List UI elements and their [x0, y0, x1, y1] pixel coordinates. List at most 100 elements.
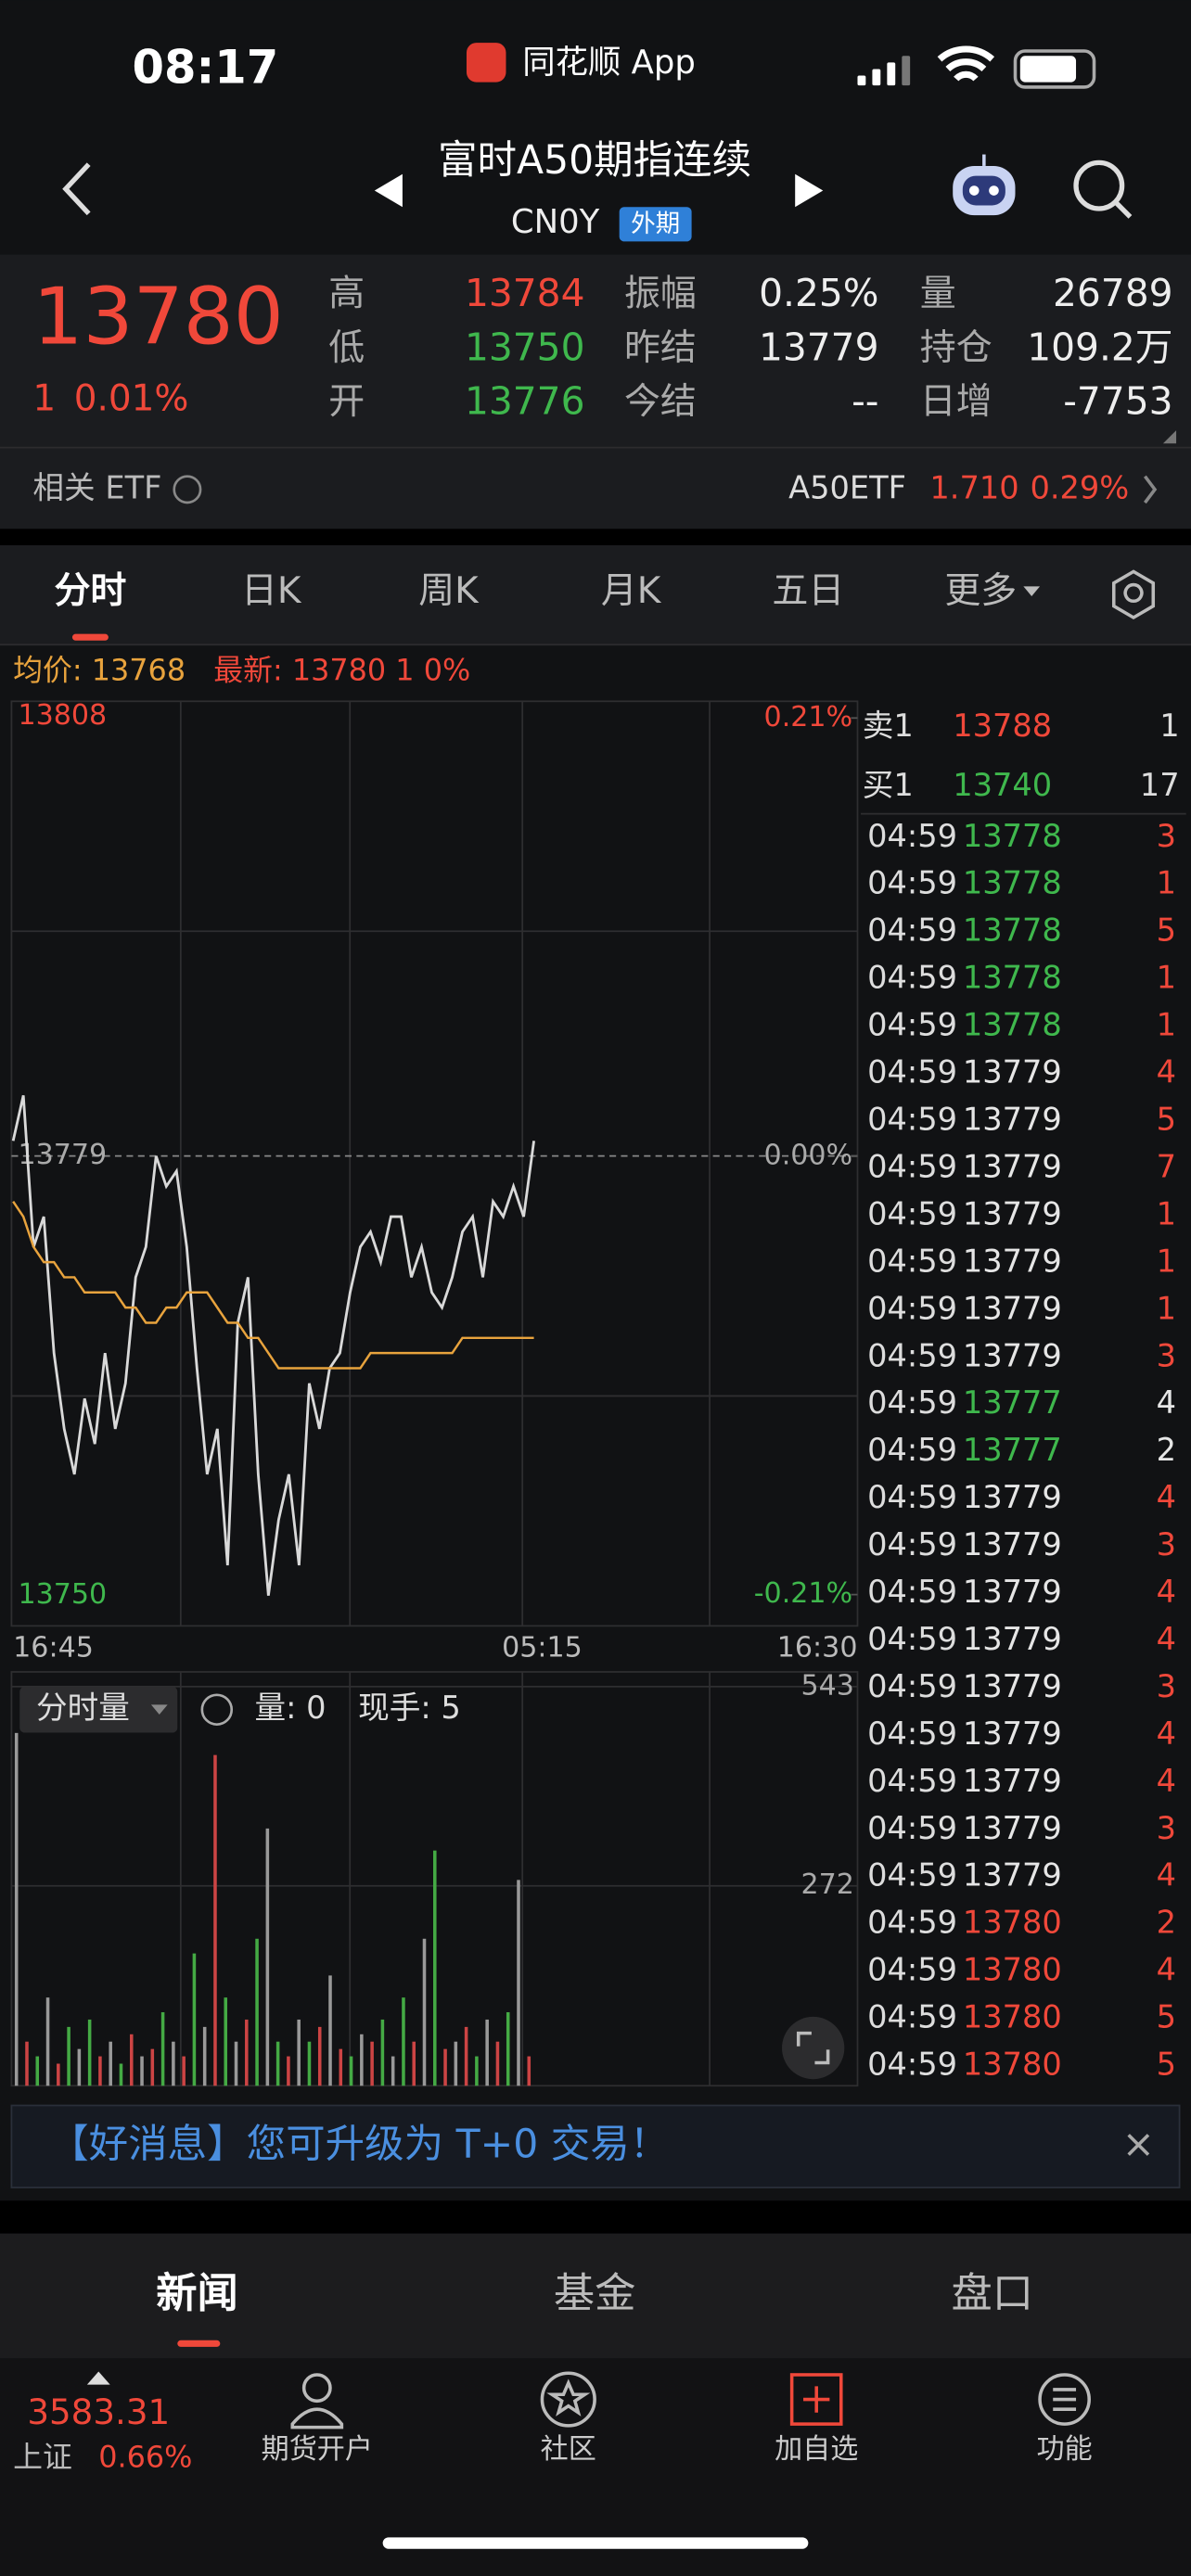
- last-price: 13780: [32, 272, 283, 363]
- tag-bg: [619, 207, 692, 242]
- book-volume: 17: [1140, 767, 1180, 803]
- book-price: 13788: [953, 708, 1052, 744]
- help-icon[interactable]: [200, 1693, 234, 1726]
- trade-time: 04:59: [867, 912, 957, 949]
- stat-value: 26789: [1053, 271, 1173, 315]
- signal-icon: [857, 56, 911, 86]
- volume-bar: [402, 1997, 405, 2086]
- bottom-tab-items: 新闻 基金 盘口: [156, 2270, 1033, 2317]
- nav-item[interactable]: 社区: [541, 2433, 596, 2466]
- nav-item[interactable]: 加自选: [775, 2433, 858, 2466]
- stat-label: 持仓: [920, 327, 992, 369]
- trade-price: 13779: [963, 1763, 1062, 1799]
- bottom-tab[interactable]: 盘口: [951, 2270, 1033, 2317]
- volume-bar: [234, 2041, 238, 2086]
- trade-time: 04:59: [867, 1574, 957, 1610]
- stat-value: 13750: [465, 325, 585, 369]
- expand-icon: [796, 2031, 830, 2065]
- volume-bar: [57, 2063, 60, 2086]
- title: 富时A50期指连续: [438, 138, 751, 184]
- nav-item[interactable]: 功能: [1037, 2433, 1093, 2466]
- volume-chip[interactable]: [19, 1686, 178, 1733]
- volume-bar: [265, 1828, 270, 2086]
- trade-price: 13779: [963, 1102, 1062, 1138]
- app-name: 同花顺 App: [522, 44, 696, 82]
- trade-price: 13777: [963, 1384, 1062, 1421]
- trade-price: 13780: [963, 1999, 1062, 2035]
- volume-bar: [77, 2048, 82, 2086]
- tab[interactable]: 日K: [241, 570, 302, 612]
- stat-label: 振幅: [624, 273, 697, 314]
- tab[interactable]: 更多: [944, 570, 1017, 612]
- volume-bar: [25, 2041, 29, 2086]
- trade-volume: 4: [1157, 1763, 1176, 1799]
- index-value[interactable]: 3583.31: [27, 2391, 170, 2432]
- settings-icon[interactable]: [1111, 569, 1156, 620]
- trade-volume: 4: [1157, 1479, 1176, 1515]
- volume-bar: [192, 1953, 197, 2086]
- volume-bar: [380, 2019, 385, 2086]
- volume-bar: [370, 2041, 374, 2086]
- volume-bar: [349, 2056, 353, 2086]
- nav-item[interactable]: 期货开户: [262, 2433, 373, 2466]
- bottom-tab[interactable]: 基金: [554, 2270, 636, 2317]
- back-button[interactable]: [62, 162, 91, 216]
- close-button[interactable]: [1127, 2134, 1150, 2156]
- trade-volume: 1: [1157, 1007, 1176, 1043]
- promo-banner[interactable]: [10, 2104, 1181, 2188]
- change-pct: 0.01%: [74, 378, 189, 420]
- trade-time: 04:59: [867, 1905, 957, 1941]
- info-icon[interactable]: [173, 475, 202, 504]
- trade-price: 13779: [963, 1574, 1062, 1610]
- y-tick-label: 13750: [18, 1578, 107, 1611]
- nav-icons: [290, 2371, 596, 2429]
- volume-bar: [213, 1754, 217, 2086]
- volume-bar: [412, 2041, 416, 2086]
- trade-volume: 3: [1157, 818, 1176, 854]
- trade-price: 13778: [963, 1007, 1062, 1043]
- trade-price: 13779: [963, 1195, 1062, 1231]
- x-tick-label: 05:15: [502, 1632, 583, 1664]
- up-arrow: [86, 2371, 110, 2385]
- trade-volume: 4: [1157, 1857, 1176, 1894]
- volume-bar: [475, 2056, 479, 2086]
- tab[interactable]: 五日: [772, 570, 844, 612]
- trade-price: 13778: [963, 865, 1062, 901]
- tab[interactable]: 分时: [54, 570, 126, 612]
- trade-time: 04:59: [867, 1432, 957, 1468]
- volume-bar: [391, 2056, 395, 2086]
- volume-bar: [182, 2056, 186, 2086]
- stat-label: 高: [328, 273, 365, 314]
- search-icon[interactable]: [1073, 159, 1133, 219]
- tab-indicator: [71, 633, 109, 641]
- trade-price: 13778: [963, 818, 1062, 854]
- bottom-tab[interactable]: 新闻: [156, 2270, 238, 2317]
- nav-items: 期货开户 社区 加自选 功能: [262, 2433, 1093, 2466]
- tab[interactable]: 周K: [418, 570, 480, 612]
- next-button[interactable]: [795, 173, 824, 208]
- trade-time: 04:59: [867, 1952, 957, 1988]
- assistant-icon[interactable]: [953, 154, 1016, 216]
- add-plus: [803, 2386, 830, 2413]
- trade-volume: 7: [1157, 1148, 1176, 1184]
- volume-bar: [297, 2019, 301, 2086]
- trade-volume: 1: [1157, 1290, 1176, 1326]
- code: CN0Y: [511, 203, 600, 241]
- add-icon: [789, 2373, 843, 2426]
- y-tick-label: 13808: [18, 699, 107, 732]
- average-line: [12, 1201, 534, 1370]
- book-label: 买1: [863, 767, 914, 803]
- tab[interactable]: 月K: [601, 570, 662, 612]
- y2-tick-label: 0.21%: [764, 701, 853, 733]
- trade-volume: 4: [1157, 1952, 1176, 1988]
- etf-arrow: [1143, 475, 1158, 504]
- tag: 外期: [631, 210, 680, 238]
- volume-bar: [35, 2056, 40, 2086]
- prev-button[interactable]: [374, 173, 403, 208]
- etf-row[interactable]: [0, 446, 1191, 529]
- tabs: 分时 日K 周K 月K 五日 更多: [54, 570, 1041, 612]
- volume-bar: [45, 1997, 50, 2086]
- volume-bar: [224, 1997, 228, 2086]
- volume-bar: [422, 1938, 427, 2086]
- expand-button[interactable]: [782, 2016, 845, 2080]
